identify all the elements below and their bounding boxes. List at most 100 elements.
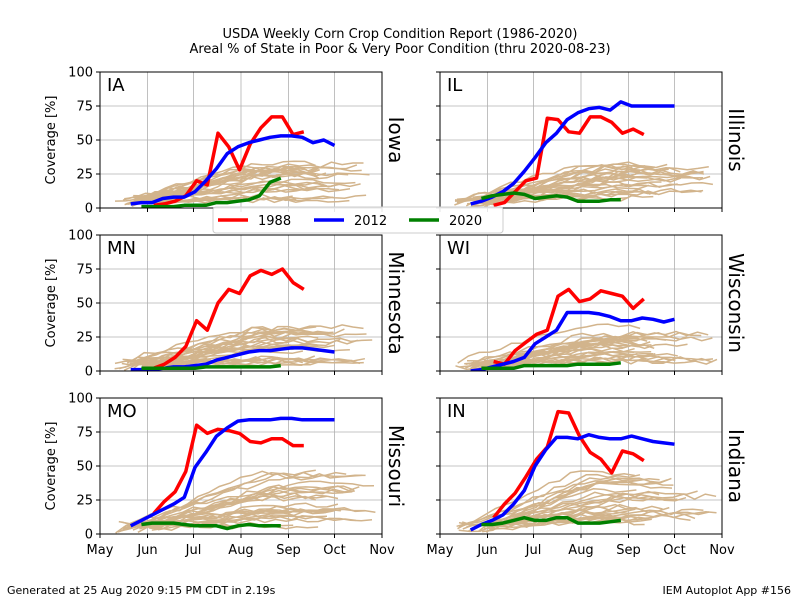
series-line-2012 xyxy=(469,432,675,532)
other-year-line xyxy=(456,161,640,200)
other-year-line xyxy=(146,337,373,364)
other-years xyxy=(114,324,373,371)
other-year-line xyxy=(473,336,647,364)
other-year-line xyxy=(493,330,709,365)
state-abbr: IN xyxy=(447,401,466,422)
y-tick-label: 50 xyxy=(76,460,93,475)
series-line-1988 xyxy=(493,115,645,207)
x-tick-label: Aug xyxy=(228,543,253,558)
state-abbr: IL xyxy=(447,75,462,96)
other-year-line xyxy=(462,470,635,527)
series-line-2012 xyxy=(470,310,675,371)
legend-label-2012: 2012 xyxy=(354,214,387,229)
x-tick-label: Jun xyxy=(136,543,157,558)
y-axis-label: Coverage [%] xyxy=(44,96,59,185)
x-tick-label: Jul xyxy=(525,543,542,558)
highlight-series xyxy=(129,416,335,531)
other-year-line xyxy=(498,181,714,200)
other-year-line xyxy=(114,336,341,365)
footer-generated: Generated at 25 Aug 2020 9:15 PM CDT in … xyxy=(7,584,276,597)
y-tick-label: 50 xyxy=(76,134,93,149)
highlight-series xyxy=(470,287,675,371)
legend-label-1988: 1988 xyxy=(258,214,291,229)
other-year-line xyxy=(157,517,373,527)
series-line-2020 xyxy=(481,361,622,371)
legend: 1988 2012 2020 xyxy=(212,206,504,234)
other-year-line xyxy=(483,164,656,208)
series-line-1988 xyxy=(152,423,304,515)
state-name: Wisconsin xyxy=(724,253,748,353)
y-tick-label: 0 xyxy=(85,365,93,380)
highlight-series xyxy=(469,409,675,532)
y-tick-label: 75 xyxy=(76,426,93,441)
panel-ia: 0 25 50 75 100 Coverage [%] IA Iowa xyxy=(44,66,408,217)
x-tick-label: May xyxy=(427,543,454,558)
panel-mo: May Jun Jul Aug Sep Oct Nov 0 25 50 75 100 Coverage … xyxy=(44,392,408,559)
x-tick-label: Oct xyxy=(663,543,685,558)
y-tick-label: 100 xyxy=(68,229,93,244)
x-tick-label: May xyxy=(87,543,114,558)
x-tick-label: Aug xyxy=(568,543,593,558)
highlight-series xyxy=(130,267,335,371)
other-year-line xyxy=(477,477,672,533)
y-tick-label: 100 xyxy=(68,392,93,407)
state-abbr: MO xyxy=(107,401,137,422)
x-tick-label: Oct xyxy=(323,543,345,558)
other-year-line xyxy=(131,491,293,528)
state-abbr: WI xyxy=(447,238,470,259)
y-tick-label: 25 xyxy=(76,331,93,346)
panel-in: May Jun Jul Aug Sep Oct Nov IN Indiana xyxy=(427,397,748,558)
series-line-2020 xyxy=(480,191,621,203)
series-line-1988 xyxy=(492,409,645,519)
state-name: Minnesota xyxy=(384,251,408,354)
state-abbr: IA xyxy=(107,75,125,96)
y-axis-label: Coverage [%] xyxy=(44,422,59,511)
y-tick-label: 0 xyxy=(85,528,93,543)
x-tick-label: Nov xyxy=(369,543,395,558)
highlight-series xyxy=(130,115,336,208)
series-line-2012 xyxy=(130,134,336,206)
y-tick-label: 25 xyxy=(76,168,93,183)
y-tick-label: 75 xyxy=(76,100,93,115)
other-year-line xyxy=(157,168,298,199)
x-tick-label: Sep xyxy=(276,543,301,558)
legend-label-2020: 2020 xyxy=(449,214,482,229)
series-line-2020 xyxy=(141,176,282,208)
legend-box xyxy=(212,206,504,234)
state-name: Indiana xyxy=(724,429,748,503)
other-year-line xyxy=(157,515,330,531)
y-tick-label: 25 xyxy=(76,494,93,509)
grid xyxy=(99,71,383,209)
other-years xyxy=(115,469,376,534)
panel-il: IL Illinois xyxy=(436,71,748,212)
other-year-line xyxy=(497,503,637,527)
series-line-1988 xyxy=(493,287,645,366)
y-tick-label: 75 xyxy=(76,263,93,278)
series-line-2020 xyxy=(141,521,281,531)
other-year-line xyxy=(127,161,364,205)
x-tick-label: Jul xyxy=(185,543,202,558)
x-tick-label: Nov xyxy=(709,543,735,558)
other-year-line xyxy=(126,505,341,527)
state-name: Missouri xyxy=(384,425,408,507)
series-line-2020 xyxy=(141,363,282,371)
state-name: Iowa xyxy=(384,117,408,164)
state-abbr: MN xyxy=(107,238,136,259)
y-tick-label: 50 xyxy=(76,297,93,312)
highlight-series xyxy=(470,100,675,207)
y-axis-label: Coverage [%] xyxy=(44,259,59,348)
x-tick-label: Jun xyxy=(476,543,497,558)
other-year-line xyxy=(139,488,355,525)
state-name: Illinois xyxy=(724,108,748,171)
panel-wi: WI Wisconsin xyxy=(436,234,748,375)
other-years xyxy=(114,160,370,207)
series-line-1988 xyxy=(153,115,305,208)
other-year-line xyxy=(458,516,652,533)
x-tick-label: Sep xyxy=(616,543,641,558)
panels: 0 25 50 75 100 Coverage [%] IA Iowa IL Illinois 0 2… xyxy=(44,66,748,559)
chart-title-line1: USDA Weekly Corn Crop Condition Report (… xyxy=(222,27,577,42)
series-line-1988 xyxy=(152,267,305,370)
chart-title-line2: Areal % of State in Poor & Very Poor Con… xyxy=(189,42,610,57)
series-line-2020 xyxy=(481,515,622,527)
